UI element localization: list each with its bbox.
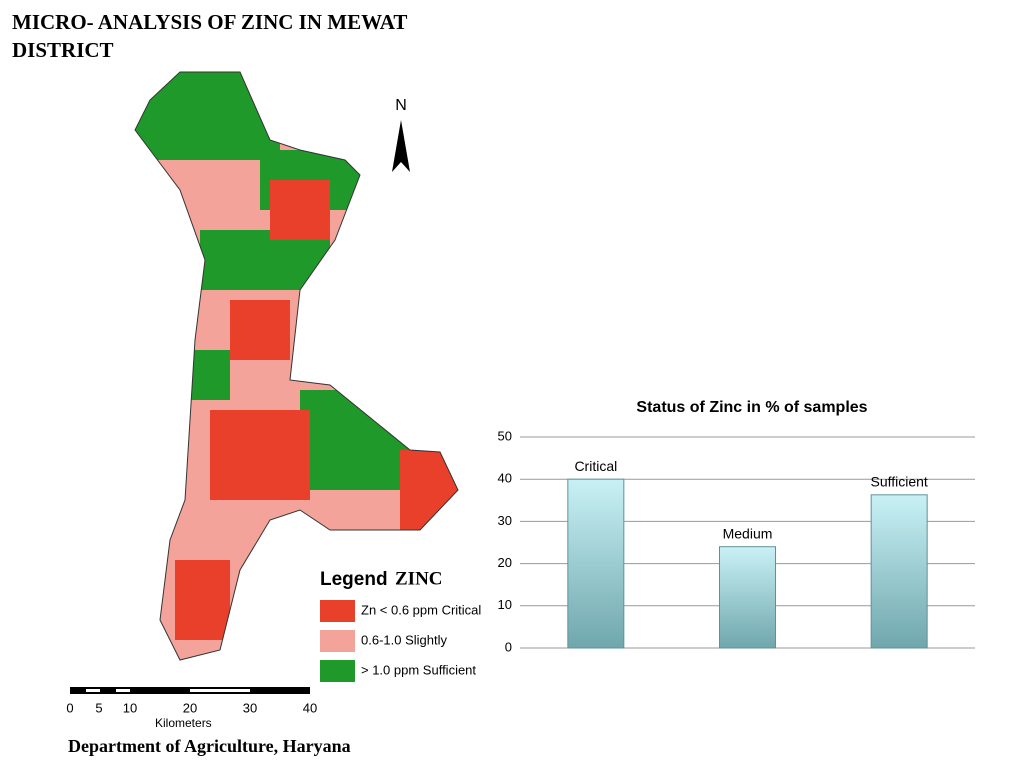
y-tick-label: 20 — [498, 555, 512, 570]
legend-subject: ZINC — [395, 568, 443, 589]
scale-tick-label: 5 — [95, 700, 102, 715]
title-line: DISTRICT — [12, 38, 114, 62]
scale-bar — [70, 687, 310, 694]
chart-title: Status of Zinc in % of samples — [636, 399, 867, 416]
y-tick-label: 50 — [498, 428, 512, 443]
legend-label: > 1.0 ppm Sufficient — [361, 662, 476, 677]
legend: Zn < 0.6 ppm Critical 0.6-1.0 Slightly > 1… — [320, 600, 481, 682]
legend-swatch — [320, 660, 355, 682]
scale-tick-label: 30 — [243, 700, 257, 715]
y-tick-label: 0 — [505, 639, 512, 654]
scale-unit: Kilometers — [155, 716, 212, 730]
scale-tick-label: 10 — [123, 700, 137, 715]
category-label: Medium — [723, 525, 773, 541]
scale-tick-label: 40 — [303, 700, 317, 715]
category-label: Critical — [574, 458, 617, 474]
title-line: MICRO- ANALYSIS OF ZINC IN MEWAT — [12, 10, 407, 34]
map-outline — [134, 71, 459, 661]
north-arrow — [392, 120, 410, 172]
legend-swatch — [320, 630, 355, 652]
scale-tick-label: 20 — [183, 700, 197, 715]
bar — [870, 494, 928, 649]
north-label: N — [395, 97, 407, 114]
credit: Department of Agriculture, Haryana — [68, 736, 351, 756]
y-tick-label: 40 — [498, 471, 512, 486]
legend-swatch — [320, 600, 355, 622]
legend-label: Zn < 0.6 ppm Critical — [361, 602, 481, 617]
y-tick-label: 10 — [498, 597, 512, 612]
bar — [567, 478, 625, 649]
bar — [719, 546, 776, 649]
scale-tick-label: 0 — [66, 700, 73, 715]
y-tick-label: 30 — [498, 513, 512, 528]
category-label: Sufficient — [870, 474, 927, 490]
chart: 0 10 20 30 40 50 Critical Medium Sufficient — [498, 428, 975, 654]
legend-label: 0.6-1.0 Slightly — [361, 632, 447, 647]
legend-title: Legend — [320, 569, 388, 590]
